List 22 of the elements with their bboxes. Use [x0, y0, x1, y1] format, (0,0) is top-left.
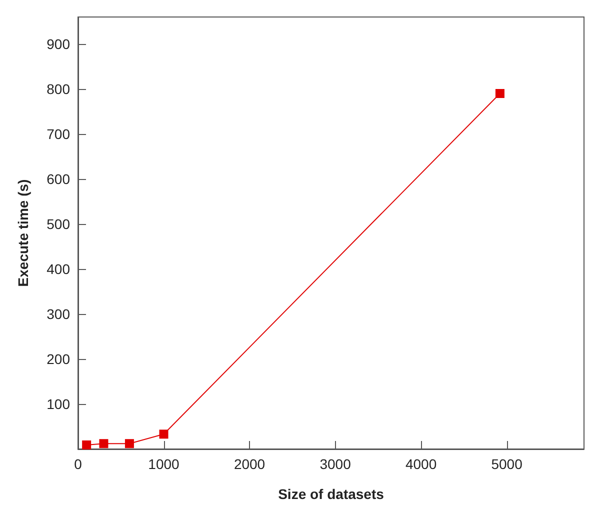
- x-tick-label: 2000: [234, 456, 266, 472]
- y-tick-label: 700: [46, 126, 70, 142]
- x-tick-label: 0: [74, 456, 82, 472]
- point: [159, 430, 168, 439]
- point: [495, 89, 504, 98]
- point: [99, 439, 108, 448]
- y-tick-label: 600: [46, 171, 70, 187]
- x-tick-label: 5000: [491, 456, 523, 472]
- y-tick-label: 300: [46, 306, 70, 322]
- y-axis-title: Execute time (s): [15, 179, 31, 287]
- x-axis-title: Size of datasets: [278, 486, 384, 502]
- x-tick-label: 1000: [148, 456, 180, 472]
- x-tick-label: 4000: [405, 456, 437, 472]
- y-tick-label: 100: [46, 396, 70, 412]
- y-tick-label: 500: [46, 216, 70, 232]
- x-tick-label: 3000: [320, 456, 352, 472]
- y-tick-label: 800: [46, 81, 70, 97]
- y-tick-label: 200: [46, 351, 70, 367]
- y-tick-label: 400: [46, 261, 70, 277]
- point: [124, 439, 134, 448]
- point: [82, 440, 92, 450]
- y-tick-label: 900: [46, 36, 70, 52]
